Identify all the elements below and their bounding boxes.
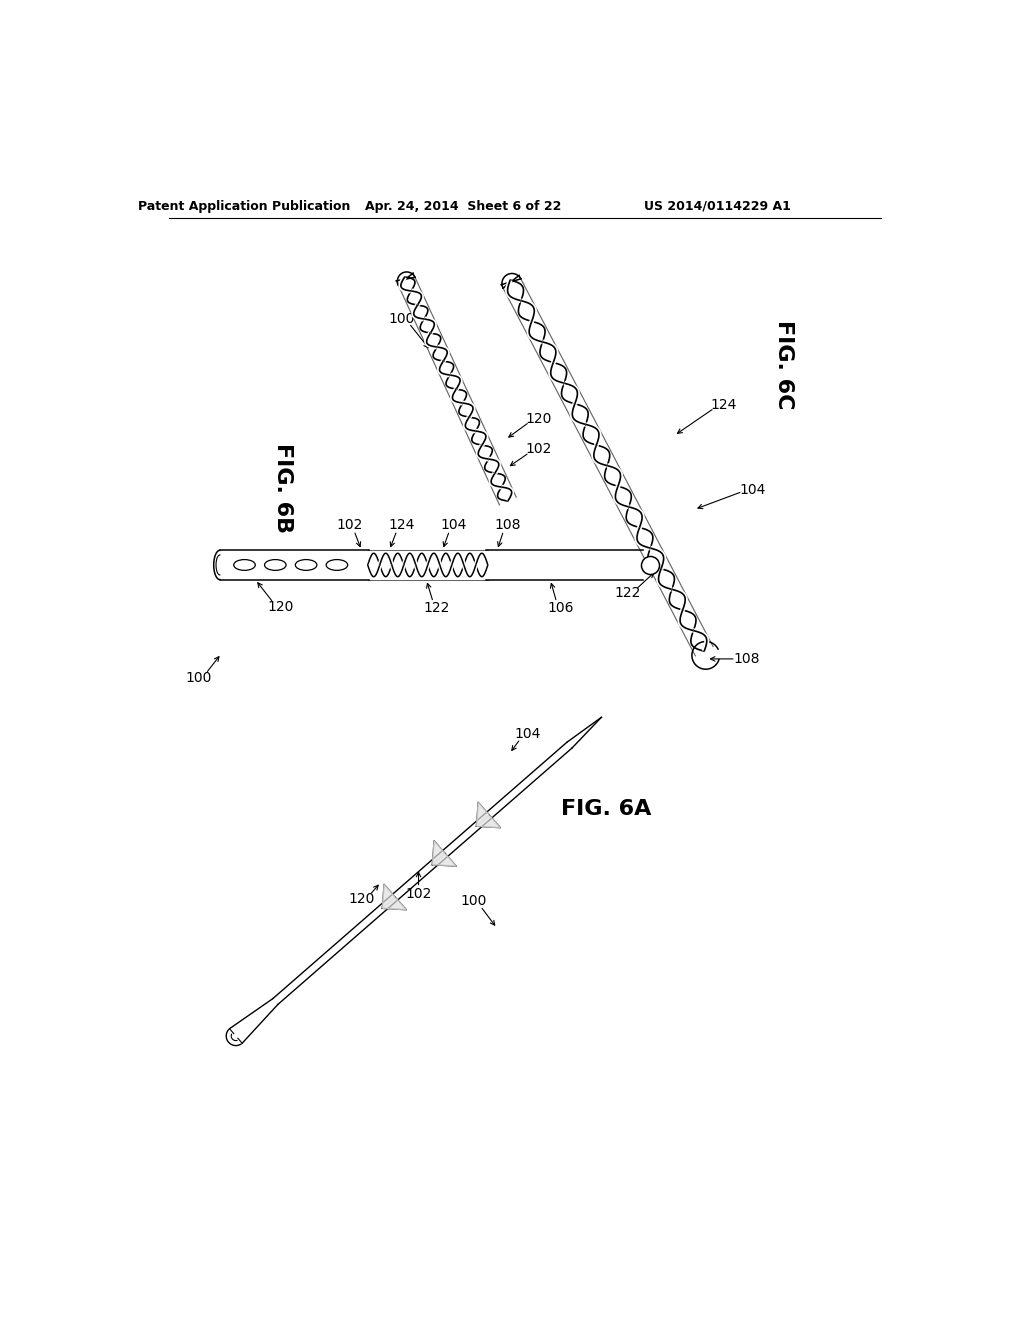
Text: 120: 120	[348, 892, 375, 906]
Polygon shape	[432, 841, 445, 865]
Text: 102: 102	[336, 517, 362, 532]
Polygon shape	[432, 854, 457, 866]
Text: 108: 108	[495, 517, 521, 532]
Text: 122: 122	[614, 586, 640, 601]
Text: FIG. 6B: FIG. 6B	[273, 444, 293, 533]
Text: 104: 104	[440, 517, 467, 532]
Text: 104: 104	[739, 483, 766, 496]
Polygon shape	[382, 898, 407, 909]
Text: 102: 102	[406, 887, 432, 900]
Text: Patent Application Publication: Patent Application Publication	[138, 199, 350, 213]
Text: FIG. 6A: FIG. 6A	[561, 799, 651, 818]
Text: 106: 106	[547, 601, 573, 615]
Polygon shape	[476, 803, 489, 826]
Polygon shape	[476, 814, 501, 828]
Text: 102: 102	[525, 442, 552, 457]
Text: 100: 100	[185, 671, 212, 685]
Text: FIG. 6C: FIG. 6C	[773, 319, 794, 409]
Text: 124: 124	[388, 517, 415, 532]
Text: 120: 120	[525, 412, 552, 425]
Text: Apr. 24, 2014  Sheet 6 of 22: Apr. 24, 2014 Sheet 6 of 22	[365, 199, 561, 213]
Text: US 2014/0114229 A1: US 2014/0114229 A1	[644, 199, 791, 213]
Text: 104: 104	[515, 727, 541, 742]
Text: 108: 108	[733, 652, 760, 665]
Text: 124: 124	[711, 397, 736, 412]
Polygon shape	[382, 884, 395, 908]
Text: 120: 120	[267, 601, 294, 614]
Text: 100: 100	[460, 895, 486, 908]
Text: 100: 100	[388, 312, 415, 326]
Text: 122: 122	[424, 601, 451, 615]
